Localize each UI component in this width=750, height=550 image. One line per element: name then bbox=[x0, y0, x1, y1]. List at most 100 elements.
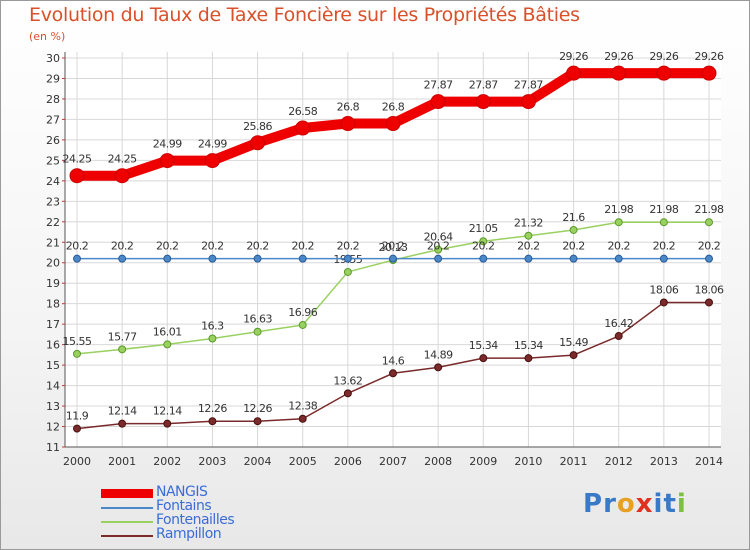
data-label-fontains: 20.2 bbox=[201, 240, 224, 253]
y-tick-label: 14 bbox=[46, 380, 60, 393]
logo-letter: x bbox=[635, 489, 654, 519]
y-tick-label: 11 bbox=[46, 441, 60, 454]
y-tick-label: 29 bbox=[46, 72, 60, 85]
data-label-rampillon: 15.34 bbox=[514, 339, 543, 352]
y-tick-label: 30 bbox=[46, 52, 60, 65]
x-tick-label: 2010 bbox=[514, 455, 542, 468]
y-tick-label: 27 bbox=[46, 113, 60, 126]
data-label-fontenailles: 21.98 bbox=[695, 203, 724, 216]
data-point-nangis bbox=[385, 116, 401, 132]
data-label-fontenailles: 16.3 bbox=[201, 319, 224, 332]
data-label-rampillon: 14.89 bbox=[424, 348, 453, 361]
data-point-fontains bbox=[343, 254, 352, 263]
proxiti-logo: Proxiti bbox=[583, 489, 687, 519]
data-label-rampillon: 15.49 bbox=[559, 336, 588, 349]
legend-swatch bbox=[101, 535, 153, 537]
data-label-nangis: 29.26 bbox=[649, 50, 678, 63]
y-tick-label: 18 bbox=[46, 298, 60, 311]
data-label-fontenailles: 21.6 bbox=[562, 211, 585, 224]
data-point-nangis bbox=[656, 65, 672, 81]
data-point-nangis bbox=[159, 153, 175, 169]
data-label-nangis: 24.25 bbox=[108, 153, 137, 166]
data-label-fontenailles: 21.98 bbox=[604, 203, 633, 216]
y-tick-label: 23 bbox=[46, 195, 60, 208]
y-tick-label: 21 bbox=[46, 236, 60, 249]
data-point-fontains bbox=[208, 254, 217, 263]
data-label-fontenailles: 16.96 bbox=[288, 306, 317, 319]
data-point-fontains bbox=[163, 254, 172, 263]
data-label-rampillon: 12.14 bbox=[108, 405, 137, 418]
data-point-fontains bbox=[298, 254, 307, 263]
legend-label: Fontenailles bbox=[156, 512, 235, 528]
data-point-nangis bbox=[520, 94, 536, 110]
data-point-rampillon bbox=[73, 424, 81, 433]
data-point-rampillon bbox=[389, 369, 397, 378]
data-label-nangis: 27.87 bbox=[424, 79, 453, 92]
data-label-fontenailles: 15.77 bbox=[108, 330, 137, 343]
data-point-fontains bbox=[118, 254, 127, 263]
x-tick-label: 2012 bbox=[605, 455, 633, 468]
data-point-nangis bbox=[475, 94, 491, 110]
data-point-fontains bbox=[569, 254, 578, 263]
data-point-rampillon bbox=[208, 417, 217, 426]
data-point-nangis bbox=[114, 168, 130, 184]
data-point-fontains bbox=[659, 254, 668, 263]
data-point-rampillon bbox=[118, 419, 127, 428]
legend-label: Fontains bbox=[156, 498, 212, 514]
data-label-fontains: 20.2 bbox=[607, 240, 630, 253]
logo-letter: t bbox=[663, 489, 677, 519]
data-label-nangis: 26.8 bbox=[337, 101, 360, 114]
data-point-rampillon bbox=[614, 332, 623, 341]
x-tick-label: 2001 bbox=[108, 455, 136, 468]
data-label-nangis: 26.58 bbox=[288, 105, 317, 118]
data-point-fontenailles bbox=[253, 327, 262, 336]
data-point-fontenailles bbox=[524, 231, 533, 240]
data-label-nangis: 27.87 bbox=[469, 79, 498, 92]
data-label-rampillon: 11.9 bbox=[66, 410, 89, 423]
x-tick-label: 2003 bbox=[198, 455, 226, 468]
data-point-nangis bbox=[250, 135, 266, 151]
data-point-fontains bbox=[479, 254, 488, 263]
data-point-fontenailles bbox=[118, 345, 127, 354]
data-point-rampillon bbox=[569, 351, 578, 360]
data-point-rampillon bbox=[479, 354, 488, 363]
data-label-fontains: 20.2 bbox=[111, 240, 134, 253]
x-tick-label: 2000 bbox=[63, 455, 91, 468]
y-tick-label: 15 bbox=[46, 359, 60, 372]
data-label-fontenailles: 15.55 bbox=[63, 335, 92, 348]
legend-label: Rampillon bbox=[156, 526, 222, 542]
data-label-rampillon: 12.14 bbox=[153, 405, 182, 418]
data-label-rampillon: 14.6 bbox=[382, 354, 405, 367]
y-tick-label: 19 bbox=[46, 277, 60, 290]
legend-swatch bbox=[101, 507, 153, 509]
x-tick-label: 2005 bbox=[289, 455, 317, 468]
data-point-nangis bbox=[701, 65, 717, 81]
data-point-fontains bbox=[524, 254, 533, 263]
logo-letter: o bbox=[616, 489, 636, 519]
x-tick-label: 2007 bbox=[379, 455, 407, 468]
data-point-rampillon bbox=[705, 298, 713, 307]
data-point-fontains bbox=[253, 254, 262, 263]
x-tick-label: 2006 bbox=[334, 455, 362, 468]
data-label-fontenailles: 21.32 bbox=[514, 217, 543, 230]
x-tick-label: 2002 bbox=[153, 455, 181, 468]
data-label-fontains: 20.2 bbox=[337, 240, 360, 253]
data-label-fontains: 20.2 bbox=[291, 240, 314, 253]
data-point-nangis bbox=[430, 94, 446, 110]
x-tick-label: 2013 bbox=[650, 455, 678, 468]
data-point-nangis bbox=[295, 120, 311, 136]
data-label-fontenailles: 20.64 bbox=[424, 231, 453, 244]
data-point-nangis bbox=[340, 116, 356, 132]
data-point-fontains bbox=[73, 254, 81, 263]
data-label-nangis: 29.26 bbox=[559, 50, 588, 63]
data-label-nangis: 24.99 bbox=[198, 138, 227, 151]
data-point-fontains bbox=[705, 254, 713, 263]
data-label-fontenailles: 20.13 bbox=[379, 241, 408, 254]
data-point-fontenailles bbox=[343, 267, 352, 276]
data-point-fontenailles bbox=[659, 218, 668, 227]
data-point-fontenailles bbox=[208, 334, 217, 343]
data-point-fontains bbox=[434, 254, 443, 263]
data-point-rampillon bbox=[343, 389, 352, 398]
data-label-rampillon: 18.06 bbox=[695, 283, 724, 296]
